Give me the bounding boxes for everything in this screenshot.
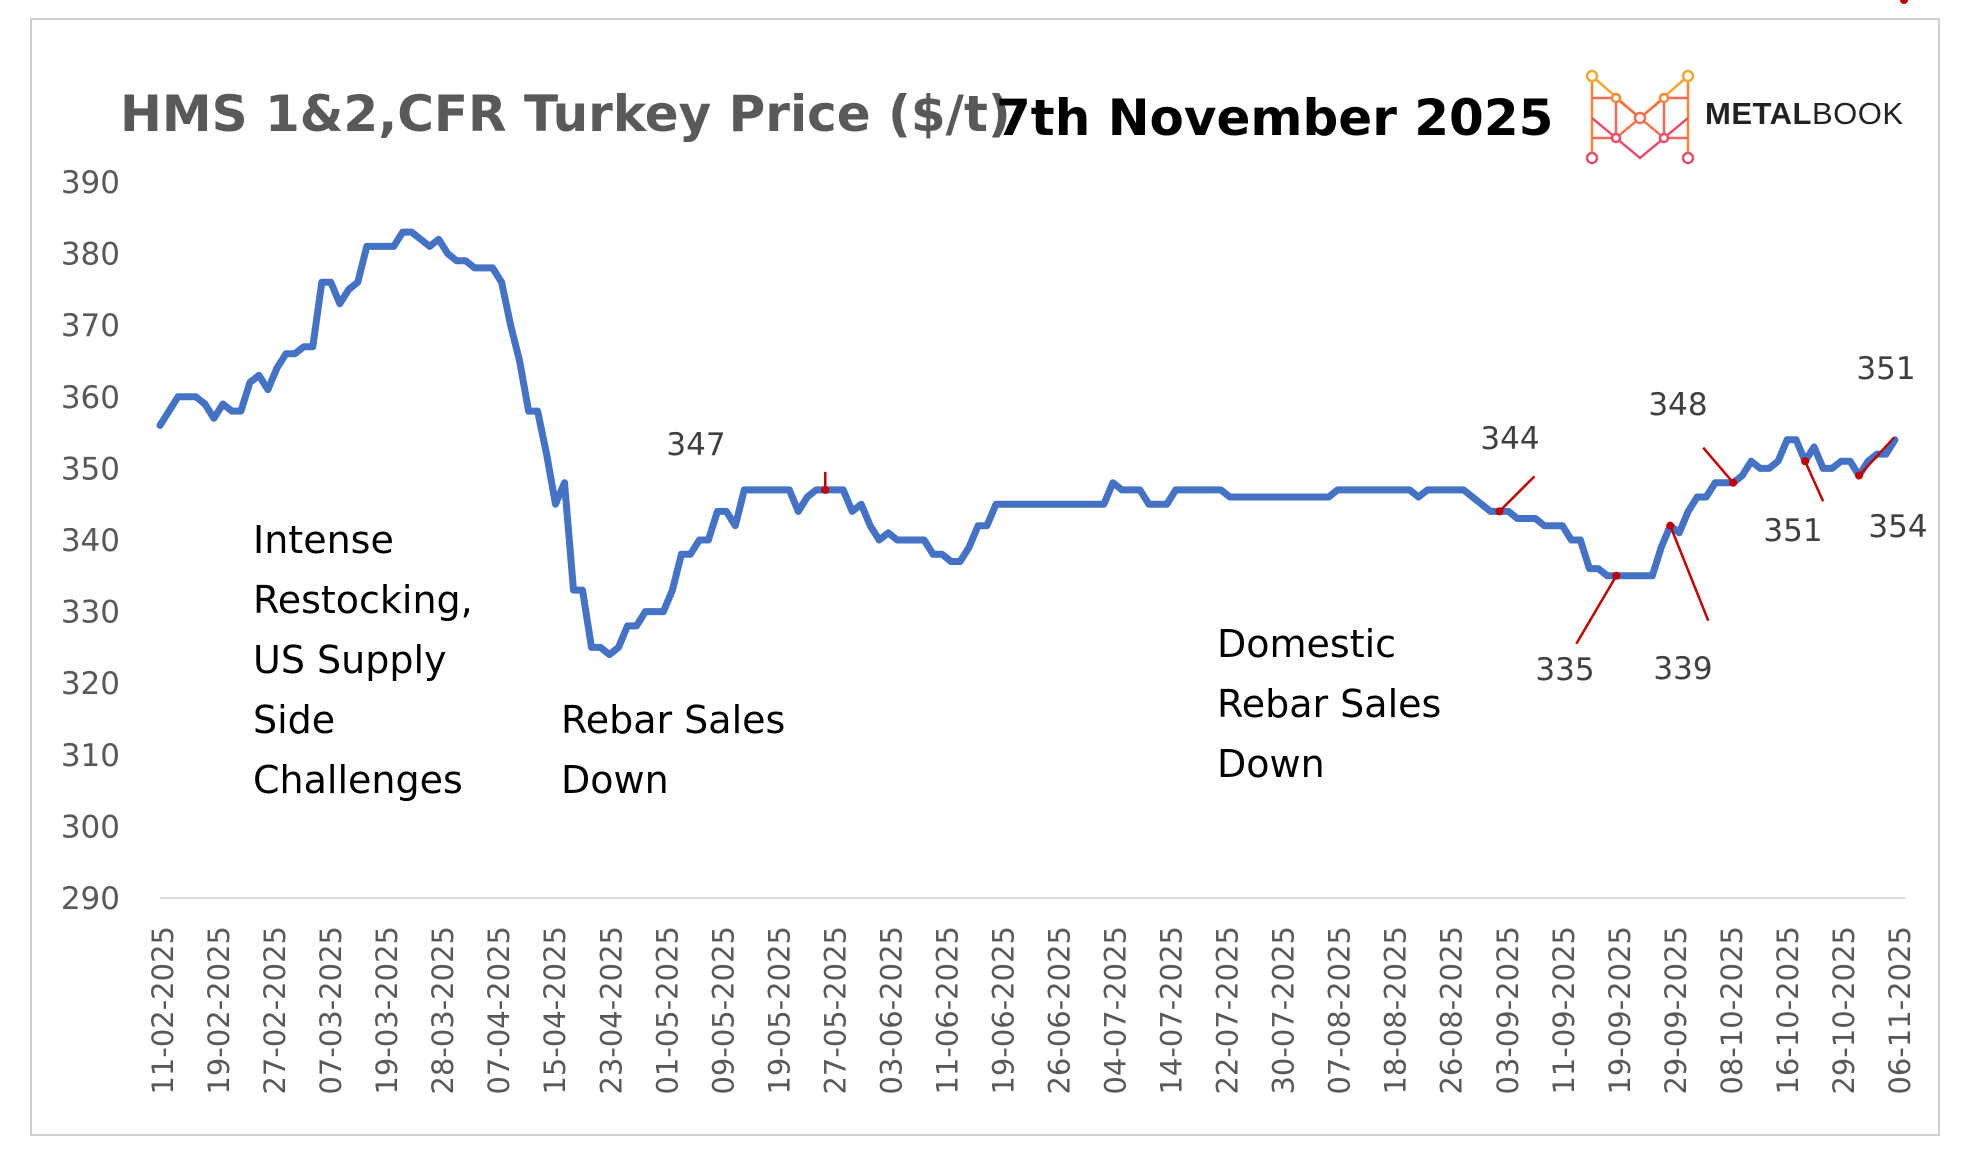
annotation-leader-line — [1575, 575, 1618, 645]
x-tick-label: 11-06-2025 — [930, 926, 964, 1095]
annotation-label: 344 — [1480, 421, 1539, 457]
brand-name-part2: BOOK — [1811, 96, 1904, 131]
annotation-point — [1612, 571, 1621, 580]
x-tick-label: 28-03-2025 — [426, 926, 460, 1095]
x-tick-label: 22-07-2025 — [1211, 926, 1245, 1095]
chart-note: Rebar Sales Down — [561, 698, 786, 802]
y-tick-label: 350 — [61, 451, 120, 487]
x-tick-label: 29-09-2025 — [1659, 926, 1693, 1095]
annotation-leader-line — [1702, 446, 1735, 484]
x-tick-label: 07-03-2025 — [314, 926, 348, 1095]
y-tick-label: 340 — [61, 523, 120, 559]
x-tick-label: 06-11-2025 — [1883, 926, 1917, 1095]
chart-note: Domestic Rebar Sales Down — [1217, 622, 1442, 786]
x-tick-label: 11-02-2025 — [146, 926, 180, 1095]
x-tick-label: 18-08-2025 — [1379, 926, 1413, 1095]
annotation-label: 354 — [1868, 509, 1927, 545]
x-tick-label: 27-02-2025 — [258, 926, 292, 1095]
x-tick-label: 08-10-2025 — [1715, 926, 1749, 1095]
x-tick-label: 26-06-2025 — [1043, 926, 1077, 1095]
annotation-point — [1666, 521, 1675, 530]
annotation-point — [1495, 507, 1504, 516]
y-tick-label: 390 — [61, 165, 120, 201]
x-tick-label: 19-03-2025 — [370, 926, 404, 1095]
x-tick-label: 09-05-2025 — [706, 926, 740, 1095]
y-tick-label: 320 — [61, 666, 120, 702]
x-tick-label: 16-10-2025 — [1771, 926, 1805, 1095]
x-tick-label: 19-06-2025 — [986, 926, 1020, 1095]
y-tick-label: 290 — [61, 881, 120, 917]
y-tick-label: 330 — [61, 595, 120, 631]
annotation-label: 348 — [1648, 387, 1707, 423]
annotation-point — [1729, 478, 1738, 487]
chart-title: HMS 1&2,CFR Turkey Price ($/t) — [120, 85, 1011, 143]
y-tick-label: 300 — [61, 809, 120, 845]
x-tick-label: 03-06-2025 — [874, 926, 908, 1095]
y-tick-label: 380 — [61, 237, 120, 273]
x-tick-label: 07-04-2025 — [482, 926, 516, 1095]
brand-name: METALBOOK — [1705, 96, 1904, 132]
x-axis-ticks: 11-02-2025 19-02-2025 27-02-2025 07-03-2025… — [146, 926, 1917, 1095]
annotation-label: 351 — [1856, 351, 1915, 387]
annotation-point — [821, 485, 830, 494]
annotation-label: 339 — [1653, 651, 1712, 687]
annotation-leader-line — [1803, 460, 1825, 502]
annotation-label: 347 — [666, 427, 725, 463]
x-tick-label: 15-04-2025 — [538, 926, 572, 1095]
x-tick-label: 27-05-2025 — [818, 926, 852, 1095]
annotation-leader-line — [1669, 525, 1710, 622]
annotation-point — [1801, 457, 1810, 466]
price-series-line — [156, 228, 1899, 659]
annotation-point — [1855, 471, 1864, 480]
x-tick-label: 19-02-2025 — [202, 926, 236, 1095]
chart-date: 7th November 2025 — [996, 89, 1554, 147]
y-tick-label: 360 — [61, 380, 120, 416]
brand-name-part1: METAL — [1705, 96, 1812, 131]
x-tick-label: 03-09-2025 — [1491, 926, 1525, 1095]
annotation-label: 335 — [1535, 652, 1594, 688]
x-tick-label: 19-09-2025 — [1603, 926, 1637, 1095]
metalbook-logo-icon — [1585, 69, 1695, 165]
annotation-label: 351 — [1763, 513, 1822, 549]
y-tick-label: 370 — [61, 308, 120, 344]
x-tick-label: 04-07-2025 — [1099, 926, 1133, 1095]
price-annotations: 347 344 335 339 348 351 351 354 — [666, 0, 1928, 688]
annotation-point — [1899, 0, 1908, 4]
x-tick-label: 26-08-2025 — [1435, 926, 1469, 1095]
x-tick-label: 30-07-2025 — [1267, 926, 1301, 1095]
y-tick-label: 310 — [61, 738, 120, 774]
x-tick-label: 23-04-2025 — [594, 926, 628, 1095]
x-tick-label: 19-05-2025 — [762, 926, 796, 1095]
y-axis-ticks: 290 300 310 320 330 340 350 360 370 380 390 — [61, 165, 120, 917]
x-tick-label: 14-07-2025 — [1155, 926, 1189, 1095]
x-tick-label: 29-10-2025 — [1827, 926, 1861, 1095]
annotation-leader-line — [1498, 475, 1536, 513]
x-tick-label: 07-08-2025 — [1323, 926, 1357, 1095]
x-tick-label: 11-09-2025 — [1547, 926, 1581, 1095]
x-tick-label: 01-05-2025 — [650, 926, 684, 1095]
annotation-leader-line — [1858, 436, 1895, 477]
chart-note: Intense Restocking, US Supply Side Chall… — [253, 518, 473, 802]
